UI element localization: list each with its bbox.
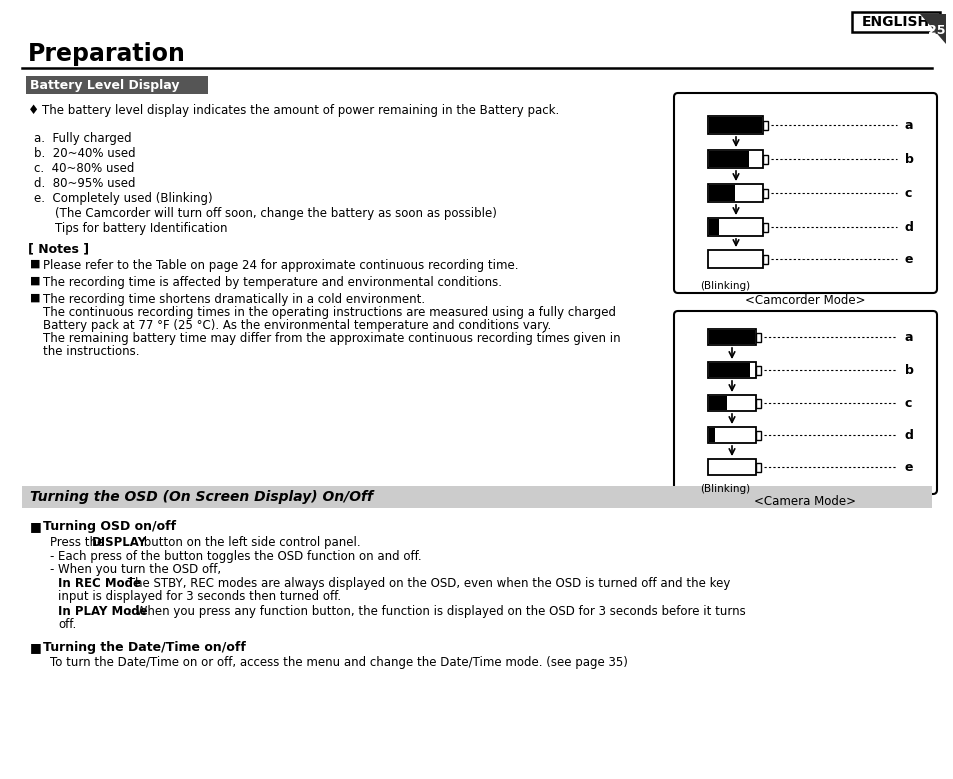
Text: 25: 25 xyxy=(927,23,944,37)
Bar xyxy=(707,150,762,168)
Text: Turning OSD on/off: Turning OSD on/off xyxy=(43,520,176,533)
Text: a: a xyxy=(904,330,913,344)
Bar xyxy=(762,255,767,263)
Text: e.  Completely used (Blinking): e. Completely used (Blinking) xyxy=(34,192,213,205)
Text: The remaining battery time may differ from the approximate continuous recording : The remaining battery time may differ fr… xyxy=(43,332,620,345)
Bar xyxy=(755,365,760,375)
Text: b: b xyxy=(904,153,913,165)
Text: a: a xyxy=(904,118,913,132)
Text: When you turn the OSD off,: When you turn the OSD off, xyxy=(58,563,221,576)
Text: ENGLISH: ENGLISH xyxy=(861,15,929,29)
Text: d: d xyxy=(904,428,913,442)
Text: The recording time shortens dramatically in a cold environment.: The recording time shortens dramatically… xyxy=(43,293,425,306)
Bar xyxy=(708,117,761,133)
Text: e: e xyxy=(904,460,913,474)
Text: (Blinking): (Blinking) xyxy=(700,484,749,494)
Text: Tips for battery Identification: Tips for battery Identification xyxy=(55,222,227,235)
Text: button on the left side control panel.: button on the left side control panel. xyxy=(140,536,360,549)
Bar xyxy=(708,185,735,201)
Bar xyxy=(708,151,748,167)
Text: d: d xyxy=(904,220,913,234)
Text: d.  80~95% used: d. 80~95% used xyxy=(34,177,135,190)
Text: ■: ■ xyxy=(30,641,42,654)
Text: (The Camcorder will turn off soon, change the battery as soon as possible): (The Camcorder will turn off soon, chang… xyxy=(55,207,497,220)
Bar xyxy=(708,219,718,235)
Text: input is displayed for 3 seconds then turned off.: input is displayed for 3 seconds then tu… xyxy=(58,590,341,603)
Bar xyxy=(707,329,755,345)
Bar xyxy=(707,184,762,202)
Bar xyxy=(762,189,767,198)
Text: Press the: Press the xyxy=(50,536,108,549)
Text: e: e xyxy=(904,252,913,266)
Polygon shape xyxy=(919,14,945,44)
Text: ■: ■ xyxy=(30,520,42,533)
Text: -: - xyxy=(50,550,58,563)
Text: The battery level display indicates the amount of power remaining in the Battery: The battery level display indicates the … xyxy=(42,104,558,117)
Text: Please refer to the Table on page 24 for approximate continuous recording time.: Please refer to the Table on page 24 for… xyxy=(43,259,518,272)
Text: the instructions.: the instructions. xyxy=(43,345,139,358)
Text: <Camcorder Mode>: <Camcorder Mode> xyxy=(744,294,864,307)
Text: b.  20~40% used: b. 20~40% used xyxy=(34,147,135,160)
Text: Battery Level Display: Battery Level Display xyxy=(30,79,179,91)
Text: In REC Mode: In REC Mode xyxy=(58,577,141,590)
Bar xyxy=(755,463,760,471)
Text: : The STBY, REC modes are always displayed on the OSD, even when the OSD is turn: : The STBY, REC modes are always display… xyxy=(120,577,730,590)
Text: a.  Fully charged: a. Fully charged xyxy=(34,132,132,145)
Text: <Camera Mode>: <Camera Mode> xyxy=(754,495,856,508)
Text: off.: off. xyxy=(58,618,76,631)
Bar xyxy=(707,116,762,134)
Text: c.  40~80% used: c. 40~80% used xyxy=(34,162,134,175)
Bar xyxy=(707,218,762,236)
Text: -: - xyxy=(50,563,58,576)
Bar xyxy=(708,330,754,344)
Text: To turn the Date/Time on or off, access the menu and change the Date/Time mode. : To turn the Date/Time on or off, access … xyxy=(50,656,627,669)
Text: DISPLAY: DISPLAY xyxy=(91,536,147,549)
Bar xyxy=(708,396,726,410)
Bar xyxy=(707,362,755,378)
Text: Turning the OSD (On Screen Display) On/Off: Turning the OSD (On Screen Display) On/O… xyxy=(30,490,373,504)
Bar xyxy=(762,223,767,231)
Text: : When you press any function button, the function is displayed on the OSD for 3: : When you press any function button, th… xyxy=(128,605,745,618)
Bar xyxy=(762,121,767,129)
Bar xyxy=(707,395,755,411)
Bar xyxy=(707,459,755,475)
Bar xyxy=(762,154,767,164)
Text: In PLAY Mode: In PLAY Mode xyxy=(58,605,148,618)
Bar xyxy=(708,363,750,377)
FancyBboxPatch shape xyxy=(673,93,936,293)
Bar xyxy=(707,427,755,443)
Text: c: c xyxy=(904,397,911,410)
Text: The recording time is affected by temperature and environmental conditions.: The recording time is affected by temper… xyxy=(43,276,501,289)
FancyBboxPatch shape xyxy=(673,311,936,494)
Text: b: b xyxy=(904,364,913,376)
Text: ■: ■ xyxy=(30,293,40,303)
Bar xyxy=(708,428,714,442)
Text: ■: ■ xyxy=(30,276,40,286)
Text: ■: ■ xyxy=(30,259,40,269)
Text: Preparation: Preparation xyxy=(28,42,186,66)
Bar xyxy=(755,399,760,407)
Bar xyxy=(22,486,931,508)
Text: The continuous recording times in the operating instructions are measured using : The continuous recording times in the op… xyxy=(43,306,616,319)
Text: Battery pack at 77 °F (25 °C). As the environmental temperature and conditions v: Battery pack at 77 °F (25 °C). As the en… xyxy=(43,319,551,332)
Text: Turning the Date/Time on/off: Turning the Date/Time on/off xyxy=(43,641,246,654)
Bar xyxy=(707,250,762,268)
Text: [ Notes ]: [ Notes ] xyxy=(28,242,89,255)
Text: Each press of the button toggles the OSD function on and off.: Each press of the button toggles the OSD… xyxy=(58,550,421,563)
Text: ♦: ♦ xyxy=(28,104,39,117)
Bar xyxy=(755,333,760,341)
Bar xyxy=(851,12,939,32)
Text: c: c xyxy=(904,186,911,199)
Text: (Blinking): (Blinking) xyxy=(700,281,749,291)
Bar xyxy=(26,76,208,94)
Bar xyxy=(755,431,760,439)
